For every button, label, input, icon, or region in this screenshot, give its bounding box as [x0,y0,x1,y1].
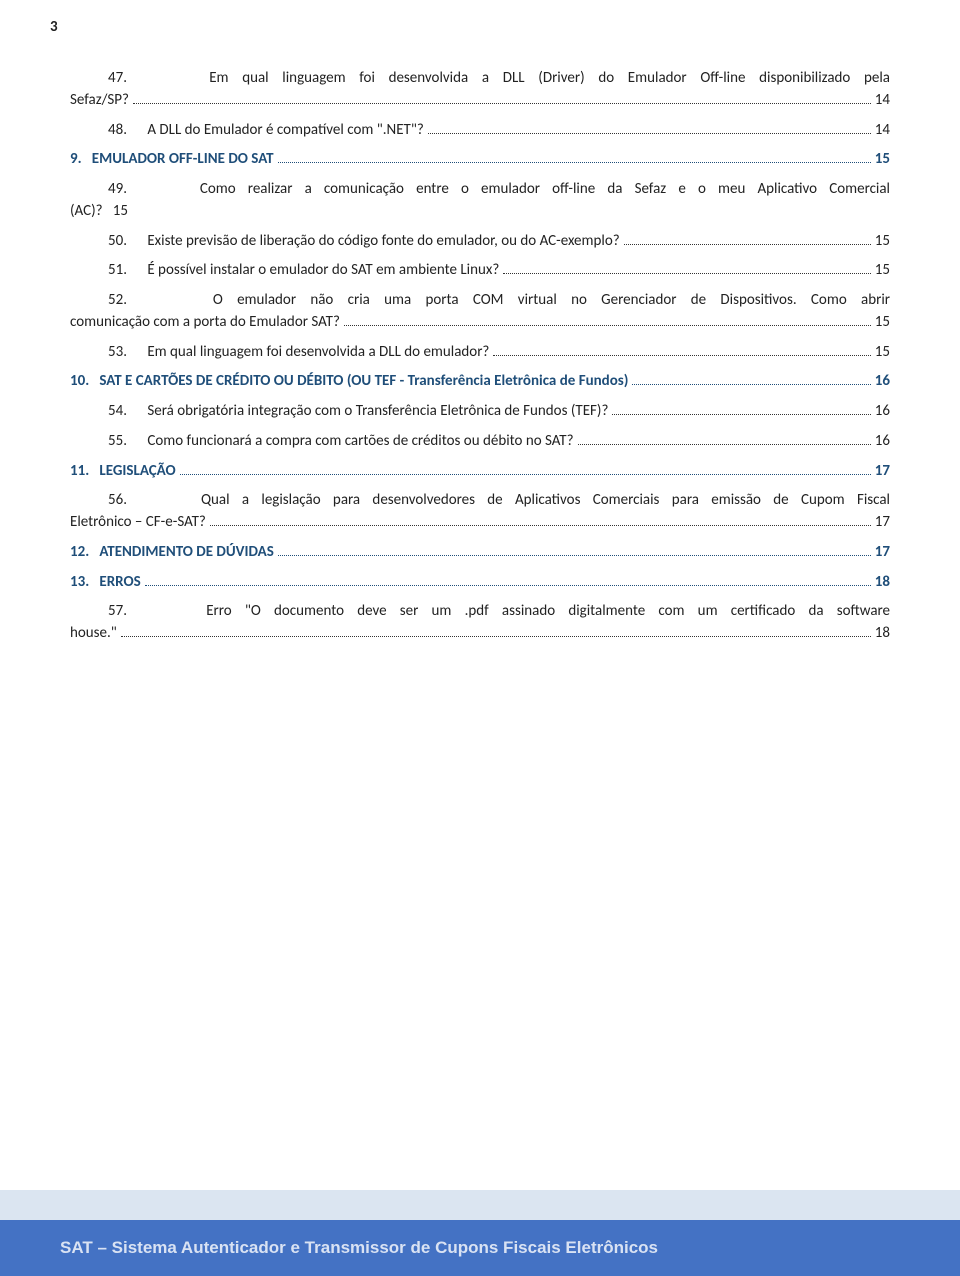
toc-text: EMULADOR OFF-LINE DO SAT [92,149,274,171]
toc-leader [278,544,871,556]
toc-line: comunicação com a porta do Emulador SAT?… [70,312,890,334]
toc-section: 13. ERROS 18 [70,572,890,594]
toc-page: 16 [875,371,890,393]
toc-leader [503,262,870,274]
toc-number: 53. [108,342,147,364]
toc-line: 56. Qual a legislação para desenvolvedor… [108,490,890,512]
document-page: 3 47. Em qual linguagem foi desenvolvida… [0,0,960,1276]
toc-number: 48. [108,120,147,142]
toc-number: 9. [70,149,92,171]
toc-leader [493,344,870,356]
toc-leader [210,514,871,526]
toc-item: 54. Será obrigatória integração com o Tr… [70,401,890,423]
toc-line: Eletrônico – CF-e-SAT? 17 [70,512,890,534]
toc-text: Em qual linguagem foi desenvolvida a DLL… [209,69,890,87]
toc-page: 17 [875,461,890,483]
toc-text: Em qual linguagem foi desenvolvida a DLL… [147,342,489,364]
footer-spacer [0,1190,960,1220]
toc-text: Erro "O documento deve ser um .pdf assin… [206,602,890,620]
toc-leader [145,574,871,586]
toc-text: Como funcionará a compra com cartões de … [147,431,573,453]
footer-text: SAT – Sistema Autenticador e Transmissor… [60,1238,658,1258]
toc-item: 56. Qual a legislação para desenvolvedor… [70,490,890,534]
toc-text: SAT E CARTÕES DE CRÉDITO OU DÉBITO (OU T… [99,371,628,393]
toc-number: 13. [70,572,99,594]
toc-page: 18 [875,572,890,594]
toc-leader [133,92,871,104]
toc-text: Existe previsão de liberação do código f… [147,231,619,253]
toc-item: 53. Em qual linguagem foi desenvolvida a… [70,342,890,364]
toc-text: É possível instalar o emulador do SAT em… [147,260,499,282]
toc-leader [180,463,871,475]
toc-text: Será obrigatória integração com o Transf… [147,401,608,423]
toc-leader [121,625,871,637]
toc-leader [578,433,871,445]
toc-number: 12. [70,542,99,564]
toc-number: 51. [108,260,147,282]
toc-leader [428,122,871,134]
toc-text: Como realizar a comunicação entre o emul… [200,180,890,198]
toc-text: LEGISLAÇÃO [99,461,175,483]
toc-leader [632,373,870,385]
toc-line: house." 18 [70,623,890,645]
toc-number: 11. [70,461,99,483]
toc-item: 48. A DLL do Emulador é compatível com "… [70,120,890,142]
toc-page: 18 [875,623,890,645]
toc-text: Sefaz/SP? [70,90,129,112]
toc-line: 47. Em qual linguagem foi desenvolvida a… [108,68,890,90]
toc-leader [612,403,870,415]
toc-item: 51. É possível instalar o emulador do SA… [70,260,890,282]
toc-text: A DLL do Emulador é compatível com ".NET… [147,120,423,142]
toc-page: 14 [875,120,890,142]
toc-page: 15 [875,231,890,253]
toc-text: ERROS [99,572,140,594]
toc-leader [624,233,871,245]
toc-section: 10. SAT E CARTÕES DE CRÉDITO OU DÉBITO (… [70,371,890,393]
toc-text: O emulador não cria uma porta COM virtua… [213,291,890,309]
toc-number: 50. [108,231,147,253]
toc-text: Qual a legislação para desenvolvedores d… [201,491,890,509]
toc-page: 16 [875,401,890,423]
toc-section: 9. EMULADOR OFF-LINE DO SAT 15 [70,149,890,171]
toc-text: comunicação com a porta do Emulador SAT? [70,312,340,334]
toc-line: 52. O emulador não cria uma porta COM vi… [108,290,890,312]
toc-text: ATENDIMENTO DE DÚVIDAS [99,542,273,564]
toc-section: 12. ATENDIMENTO DE DÚVIDAS 17 [70,542,890,564]
toc-item: 52. O emulador não cria uma porta COM vi… [70,290,890,334]
toc-number: 56. [108,491,201,509]
toc-number: 10. [70,371,99,393]
toc-number: 57. [108,602,206,620]
toc-number: 55. [108,431,147,453]
footer-bar: SAT – Sistema Autenticador e Transmissor… [0,1220,960,1276]
toc-page: 15 [875,260,890,282]
toc-number: 54. [108,401,147,423]
toc-number: 52. [108,291,213,309]
toc-line: 49. Como realizar a comunicação entre o … [108,179,890,201]
toc-item: 55. Como funcionará a compra com cartões… [70,431,890,453]
toc-page: 16 [875,431,890,453]
table-of-contents: 47. Em qual linguagem foi desenvolvida a… [70,68,890,645]
toc-page: 17 [875,512,890,534]
page-number: 3 [50,18,58,36]
toc-text: house." [70,623,117,645]
toc-item: 49. Como realizar a comunicação entre o … [70,179,890,223]
toc-line: 57. Erro "O documento deve ser um .pdf a… [108,601,890,623]
toc-number: 47. [108,69,209,87]
toc-text: (AC)? 15 [70,201,128,223]
toc-item: 47. Em qual linguagem foi desenvolvida a… [70,68,890,112]
toc-page: 17 [875,542,890,564]
toc-line: (AC)? 15 [70,201,890,223]
toc-item: 57. Erro "O documento deve ser um .pdf a… [70,601,890,645]
toc-section: 11. LEGISLAÇÃO 17 [70,461,890,483]
toc-line: Sefaz/SP? 14 [70,90,890,112]
toc-item: 50. Existe previsão de liberação do códi… [70,231,890,253]
toc-leader [344,314,871,326]
toc-leader [278,151,871,163]
toc-number: 49. [108,180,200,198]
toc-text: Eletrônico – CF-e-SAT? [70,512,206,534]
toc-page: 15 [875,149,890,171]
toc-page: 15 [875,312,890,334]
toc-page: 15 [875,342,890,364]
toc-page: 14 [875,90,890,112]
